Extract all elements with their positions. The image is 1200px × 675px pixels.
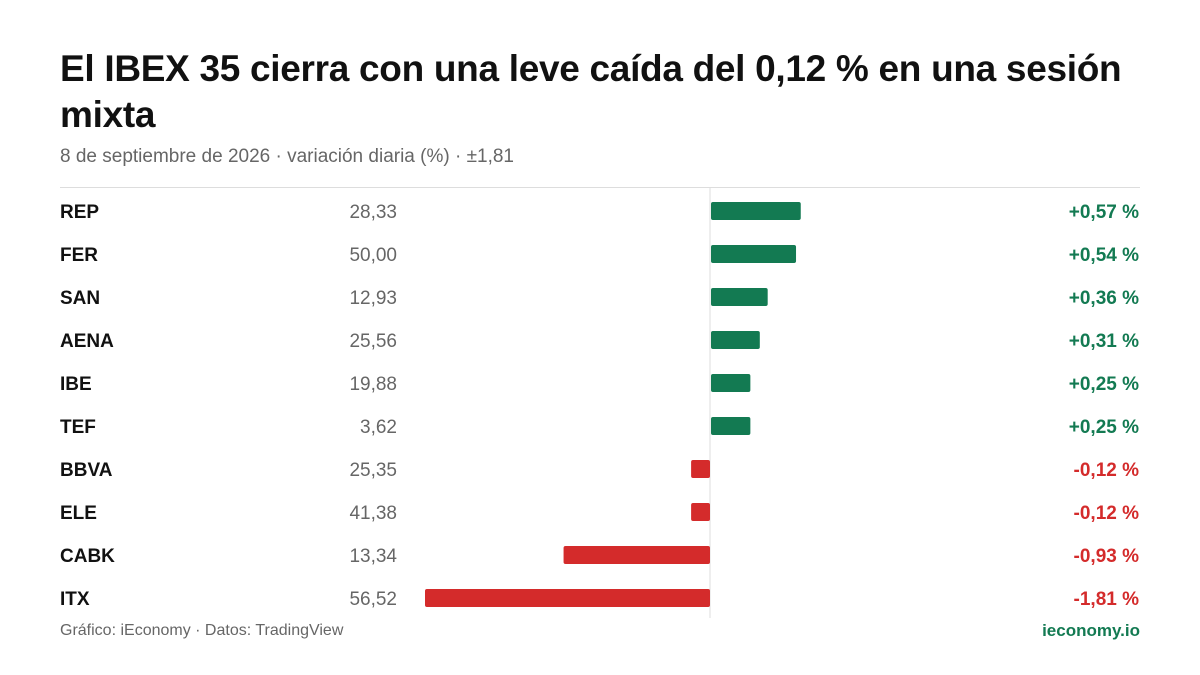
bar	[711, 417, 751, 435]
ticker-label: TEF	[60, 417, 96, 438]
source-credit: Gráfico: iEconomy · Datos: TradingView	[60, 622, 344, 639]
price-label: 13,34	[349, 546, 397, 567]
ticker-label: FER	[60, 245, 98, 266]
bar	[711, 245, 797, 263]
value-label: +0,57 %	[1069, 202, 1139, 223]
brand-link[interactable]: ieconomy.io	[1042, 621, 1140, 640]
value-label: +0,25 %	[1069, 417, 1139, 438]
price-label: 19,88	[349, 374, 397, 395]
value-label: +0,36 %	[1069, 288, 1139, 309]
chart-subtitle: 8 de septiembre de 2026 · variación diar…	[60, 146, 514, 167]
price-label: 41,38	[349, 503, 397, 524]
bar	[711, 374, 751, 392]
bar	[711, 202, 801, 220]
bar	[691, 460, 710, 478]
value-label: -0,12 %	[1074, 503, 1140, 524]
bar	[425, 589, 710, 607]
price-label: 28,33	[349, 202, 397, 223]
price-label: 56,52	[349, 589, 397, 610]
value-label: +0,31 %	[1069, 331, 1139, 352]
chart-title: El IBEX 35 cierra con una leve caída del…	[60, 48, 1122, 135]
ticker-label: AENA	[60, 331, 114, 352]
value-label: +0,54 %	[1069, 245, 1139, 266]
ticker-label: REP	[60, 202, 99, 223]
bar	[563, 546, 710, 564]
price-label: 12,93	[349, 288, 397, 309]
bar	[711, 331, 760, 349]
ticker-label: IBE	[60, 374, 92, 395]
top-divider	[60, 187, 1140, 188]
value-label: -1,81 %	[1074, 589, 1140, 610]
ticker-label: ITX	[60, 589, 90, 610]
price-label: 3,62	[360, 417, 397, 438]
value-label: -0,93 %	[1074, 546, 1140, 567]
ticker-label: CABK	[60, 546, 115, 567]
value-label: -0,12 %	[1074, 460, 1140, 481]
value-label: +0,25 %	[1069, 374, 1139, 395]
ticker-label: BBVA	[60, 460, 113, 481]
price-label: 50,00	[349, 245, 397, 266]
ticker-label: SAN	[60, 288, 100, 309]
price-label: 25,56	[349, 331, 397, 352]
bar	[711, 288, 768, 306]
price-label: 25,35	[349, 460, 397, 481]
ticker-label: ELE	[60, 503, 97, 524]
bar	[691, 503, 710, 521]
